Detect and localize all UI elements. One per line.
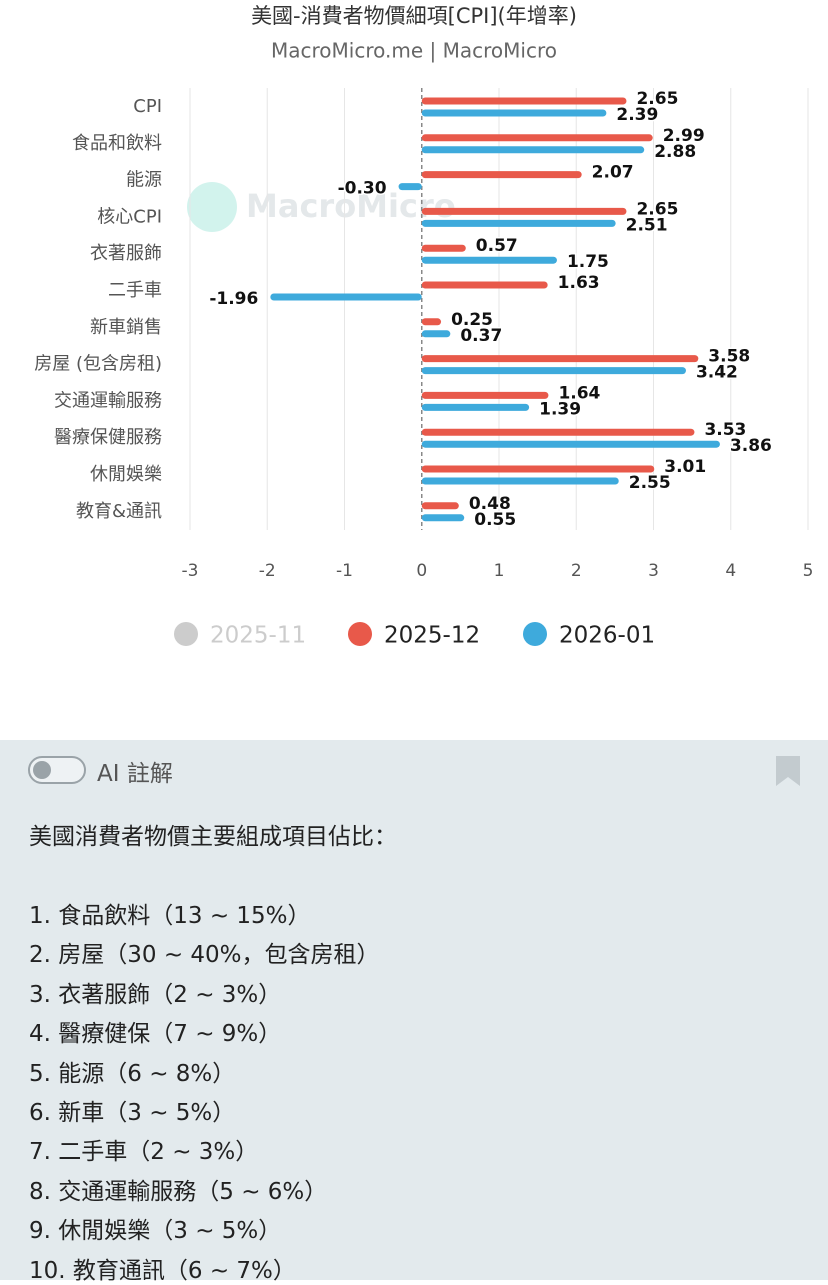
x-tick-label: 0 <box>416 561 427 581</box>
x-tick-label: -1 <box>336 561 353 581</box>
chart-title: 美國-消費者物價細項[CPI](年增率) <box>251 4 577 28</box>
bar <box>421 465 655 473</box>
x-tick-label: -3 <box>182 561 199 581</box>
annotation-heading: 美國消費者物價主要組成項目佔比： <box>29 824 397 850</box>
bar <box>421 440 720 448</box>
bar <box>421 428 695 436</box>
watermark-logo <box>187 182 237 232</box>
data-label: 2.99 <box>663 126 705 146</box>
bar <box>421 355 699 363</box>
bar <box>421 146 645 154</box>
bar <box>421 97 627 105</box>
bookmark-icon[interactable] <box>776 756 800 786</box>
bar <box>421 256 557 264</box>
bar <box>421 318 442 326</box>
bar <box>421 281 548 289</box>
bar <box>421 367 686 375</box>
bar <box>421 109 607 117</box>
annotation-item: 6. 新車（3 ~ 5%） <box>29 1100 236 1126</box>
watermark: MacroMicro <box>246 187 456 225</box>
annotation-item: 1. 食品飲料（13 ~ 15%） <box>29 903 311 929</box>
data-label: 3.58 <box>708 347 750 367</box>
data-label: 2.07 <box>592 163 634 183</box>
data-label: 0.48 <box>469 494 511 514</box>
annotation-item: 10. 教育通訊（6 ~ 7%） <box>29 1257 296 1284</box>
x-tick-label: 4 <box>725 561 736 581</box>
data-label: -0.30 <box>338 179 387 199</box>
annotation-panel: AI 註解 美國消費者物價主要組成項目佔比： 1. 食品飲料（13 ~ 15%）… <box>0 740 828 1284</box>
bar <box>421 330 451 338</box>
category-label: 交通運輸服務 <box>54 390 162 411</box>
legend-marker <box>174 622 198 646</box>
chart: 美國-消費者物價細項[CPI](年增率) MacroMicro.me | Mac… <box>34 4 814 649</box>
bar <box>421 477 619 485</box>
data-label: 3.53 <box>704 420 746 440</box>
data-label: 2.65 <box>636 89 678 109</box>
x-tick-label: 3 <box>648 561 659 581</box>
data-label: 3.42 <box>696 363 738 383</box>
data-label: 3.01 <box>664 457 706 477</box>
data-label: 2.65 <box>636 199 678 219</box>
data-label: 3.86 <box>730 436 772 456</box>
x-tick-label: 1 <box>494 561 505 581</box>
data-label: 0.37 <box>460 326 502 346</box>
legend-marker <box>348 622 372 646</box>
annotation-item: 8. 交通運輸服務（5 ~ 6%） <box>29 1178 328 1205</box>
data-label: 0.55 <box>474 510 516 530</box>
bar <box>421 403 530 411</box>
ai-toggle[interactable] <box>28 756 86 784</box>
bar <box>421 134 653 142</box>
data-label: 2.55 <box>629 473 671 493</box>
data-label: 1.64 <box>558 383 600 403</box>
bar <box>421 502 459 510</box>
legend-label: 2025-11 <box>210 623 306 649</box>
category-label: 衣著服飾 <box>90 243 162 264</box>
category-label: 新車銷售 <box>90 317 162 338</box>
data-label: 2.51 <box>626 215 668 235</box>
annotation-item: 7. 二手車（2 ~ 3%） <box>29 1139 259 1166</box>
data-label: 1.63 <box>558 273 600 293</box>
annotation-item: 5. 能源（6 ~ 8%） <box>29 1060 236 1087</box>
bar <box>421 244 466 252</box>
chart-subtitle: MacroMicro.me | MacroMicro <box>271 39 557 63</box>
bar <box>398 183 422 191</box>
category-label: CPI <box>133 96 162 117</box>
data-label: -1.96 <box>209 289 258 309</box>
bar <box>421 207 627 215</box>
category-label: 教育&通訊 <box>76 501 162 522</box>
category-label: 核心CPI <box>97 206 162 227</box>
bar <box>421 171 582 179</box>
data-label: 0.25 <box>451 310 493 330</box>
bar <box>270 293 422 301</box>
data-label: 0.57 <box>476 236 518 256</box>
data-label: 2.88 <box>654 142 696 162</box>
category-label: 休閒娛樂 <box>90 464 162 485</box>
x-tick-label: 2 <box>571 561 582 581</box>
legend-label: 2026-01 <box>559 623 655 649</box>
toggle-knob <box>33 761 51 779</box>
annotation-item: 9. 休閒娛樂（3 ~ 5%） <box>29 1218 282 1245</box>
category-label: 房屋 (包含房租) <box>34 354 162 375</box>
annotation-item: 4. 醫療健保（7 ~ 9%） <box>29 1021 282 1048</box>
annotation-item: 2. 房屋（30 ~ 40%，包含房租） <box>29 942 380 969</box>
data-label: 1.39 <box>539 399 581 419</box>
category-label: 食品和飲料 <box>72 133 162 154</box>
toggle-label: AI 註解 <box>97 761 173 787</box>
x-tick-label: -2 <box>259 561 276 581</box>
annotation-item: 3. 衣著服飾（2 ~ 3%） <box>29 981 282 1008</box>
category-label: 能源 <box>126 170 162 191</box>
bar <box>421 514 465 522</box>
legend-label: 2025-12 <box>384 623 480 649</box>
data-label: 1.75 <box>567 252 609 272</box>
category-label: 醫療保健服務 <box>54 427 162 448</box>
bar <box>421 219 616 227</box>
legend-marker <box>523 622 547 646</box>
category-label: 二手車 <box>108 280 162 301</box>
bar <box>421 391 549 399</box>
data-label: 2.39 <box>616 105 658 125</box>
x-tick-label: 5 <box>803 561 814 581</box>
